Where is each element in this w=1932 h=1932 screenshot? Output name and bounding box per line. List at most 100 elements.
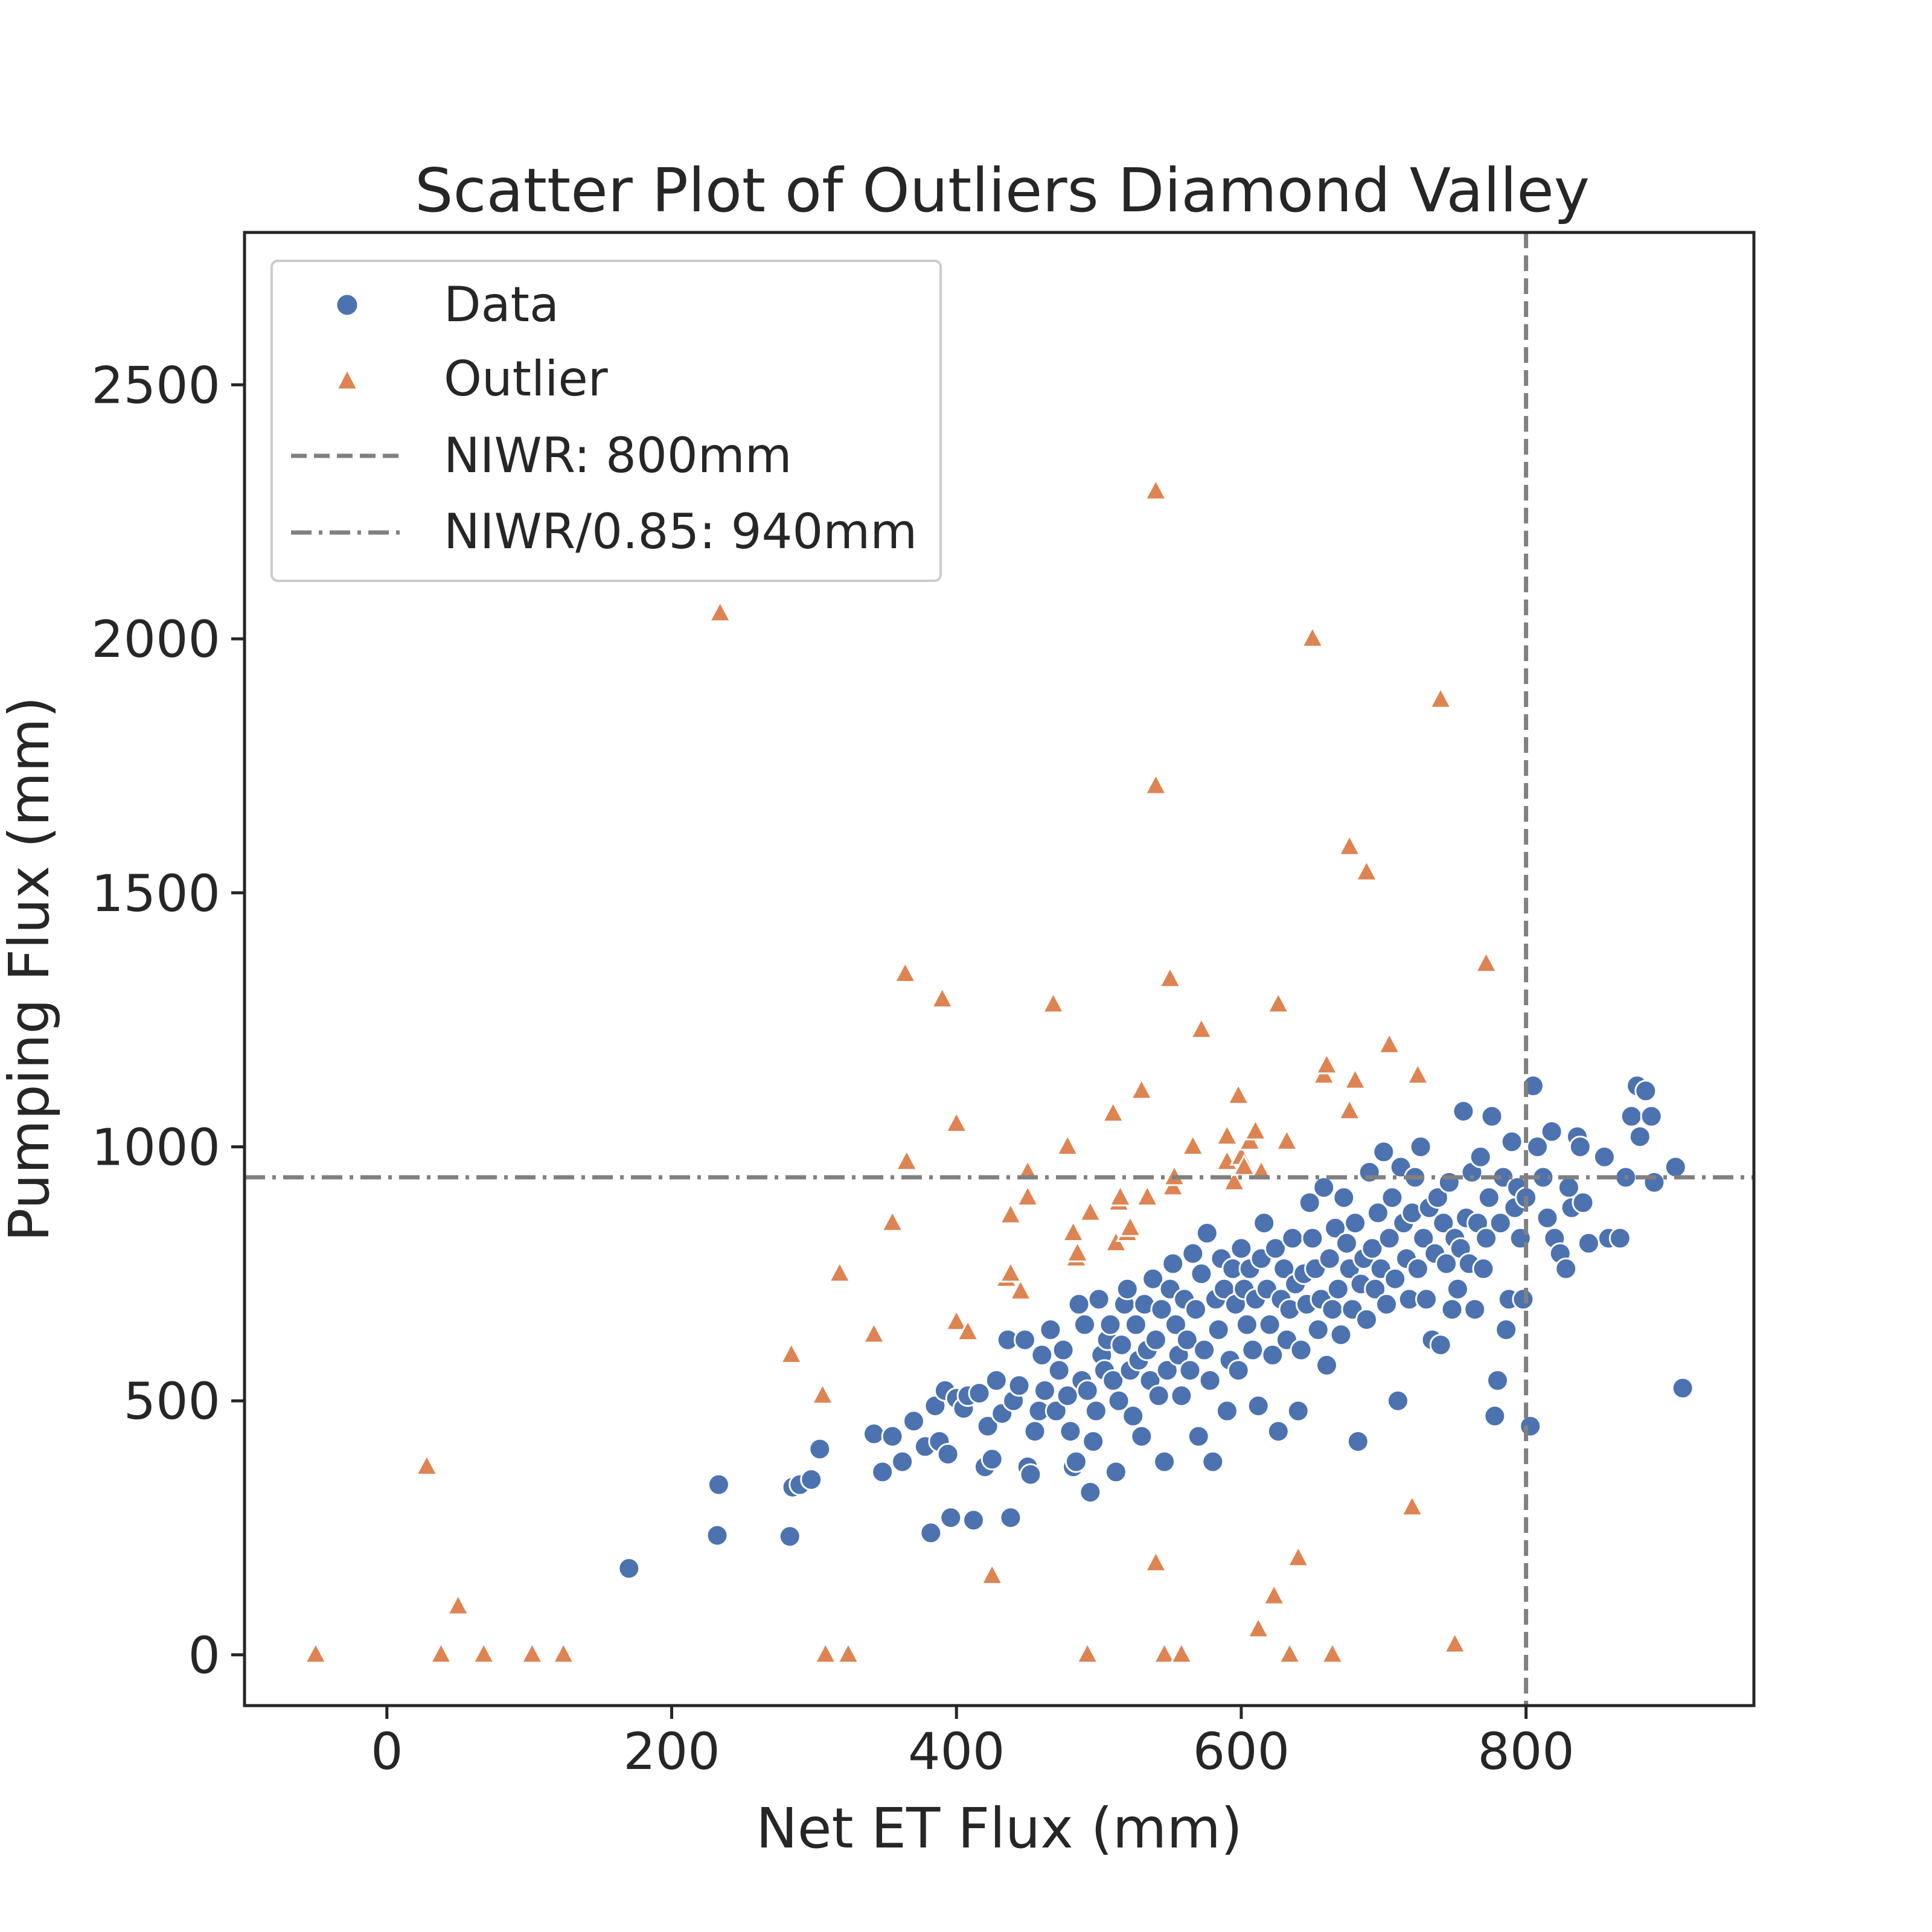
outlier-point-55 (1222, 1169, 1246, 1191)
outlier-point-43 (1144, 772, 1168, 795)
legend-data-marker (335, 293, 359, 317)
data-point-158 (1378, 1227, 1401, 1250)
data-point-184 (1452, 1100, 1475, 1123)
data-point-88 (1179, 1359, 1201, 1382)
data-point-135 (1313, 1176, 1335, 1199)
data-point-41 (1039, 1318, 1062, 1341)
data-point-130 (1298, 1191, 1321, 1214)
outlier-point-17 (930, 986, 955, 1008)
data-point-228 (1634, 1080, 1657, 1102)
data-point-199 (1495, 1318, 1518, 1341)
legend-box (270, 260, 942, 582)
data-point-1 (706, 1524, 729, 1547)
x-tick-label-800: 800 (1477, 1722, 1574, 1781)
data-point-231 (1664, 1156, 1687, 1179)
data-point-188 (1463, 1298, 1486, 1321)
data-point-232 (1671, 1377, 1694, 1399)
data-point-77 (1147, 1384, 1170, 1407)
data-point-156 (1372, 1140, 1395, 1163)
outlier-point-60 (1244, 1118, 1267, 1140)
outlier-point-28 (1041, 991, 1066, 1014)
data-point-96 (1201, 1450, 1224, 1473)
outlier-point-78 (1406, 1062, 1430, 1085)
data-point-82 (1162, 1252, 1185, 1275)
data-point-61 (1102, 1369, 1125, 1392)
data-point-46 (1059, 1420, 1082, 1443)
outlier-point-41 (1130, 1077, 1154, 1100)
data-point-133 (1307, 1318, 1329, 1341)
outlier-point-75 (1355, 859, 1378, 881)
legend: Data Outlier NIWR: 800mm NIWR/0.85: 940m… (270, 260, 942, 582)
data-point-195 (1483, 1404, 1506, 1427)
y-tick-label-0: 0 (188, 1626, 220, 1685)
data-point-91 (1187, 1425, 1210, 1448)
data-point-143 (1335, 1232, 1358, 1255)
data-point-26 (976, 1415, 999, 1438)
outlier-point-40 (1118, 1214, 1142, 1237)
data-point-191 (1472, 1257, 1495, 1280)
outlier-point-72 (1337, 1098, 1361, 1121)
outlier-point-12 (836, 1641, 860, 1664)
outlier-point-52 (1189, 1016, 1214, 1039)
data-point-19 (939, 1506, 962, 1529)
outlier-point-13 (862, 1321, 886, 1344)
data-point-39 (1031, 1343, 1054, 1366)
outlier-point-46 (1153, 1641, 1177, 1664)
y-tick-label-1000: 1000 (91, 1118, 220, 1177)
data-point-112 (1247, 1395, 1270, 1418)
data-point-190 (1469, 1145, 1492, 1168)
outlier-point-33 (1075, 1641, 1099, 1664)
outlier-point-71 (1320, 1641, 1345, 1664)
data-point-68 (1122, 1404, 1145, 1427)
legend-data-label: Data (444, 277, 559, 333)
data-point-219 (1572, 1191, 1595, 1214)
chart-title: Scatter Plot of Outliers Diamond Valley (415, 155, 1590, 226)
data-point-193 (1477, 1186, 1500, 1209)
x-axis-ticks: 0 200 400 600 800 (371, 1706, 1575, 1781)
data-point-37 (1023, 1420, 1046, 1443)
outlier-point-32 (1066, 1240, 1090, 1262)
outlier-point-25 (1008, 1278, 1032, 1300)
data-point-76 (1144, 1328, 1167, 1351)
data-point-153 (1364, 1278, 1387, 1300)
data-point-152 (1361, 1237, 1384, 1260)
outlier-point-15 (893, 961, 917, 983)
data-point-176 (1429, 1334, 1452, 1357)
data-point-66 (1116, 1278, 1139, 1300)
data-point-40 (1034, 1379, 1056, 1402)
data-point-116 (1258, 1313, 1281, 1336)
data-point-177 (1432, 1212, 1455, 1235)
data-point-2 (707, 1473, 730, 1496)
data-point-90 (1185, 1298, 1207, 1321)
data-point-201 (1500, 1130, 1523, 1153)
data-point-24 (968, 1382, 991, 1405)
data-point-223 (1608, 1227, 1631, 1250)
data-point-23 (962, 1509, 985, 1532)
data-point-64 (1110, 1334, 1133, 1357)
data-point-69 (1124, 1313, 1147, 1336)
x-tick-label-400: 400 (908, 1722, 1005, 1781)
legend-niwr-label: NIWR: 800mm (444, 427, 792, 484)
data-point-7 (808, 1438, 831, 1460)
data-point-229 (1640, 1105, 1663, 1128)
outlier-point-77 (1400, 1494, 1424, 1517)
y-tick-label-2000: 2000 (91, 610, 220, 669)
data-point-196 (1486, 1369, 1509, 1392)
data-point-6 (800, 1468, 823, 1491)
outlier-point-27 (1016, 1184, 1040, 1207)
outlier-point-7 (708, 600, 732, 622)
outlier-point-10 (813, 1641, 837, 1664)
data-point-80 (1156, 1359, 1179, 1382)
data-point-56 (1087, 1288, 1110, 1311)
data-point-110 (1241, 1339, 1264, 1361)
outlier-point-67 (1286, 1544, 1310, 1567)
data-point-94 (1195, 1222, 1218, 1244)
y-axis-label: Pumping Flux (mm) (0, 696, 62, 1241)
outlier-point-9 (811, 1382, 834, 1405)
outlier-point-0 (304, 1641, 328, 1664)
x-tick-label-0: 0 (371, 1722, 403, 1781)
data-point-157 (1375, 1293, 1398, 1316)
data-point-205 (1512, 1288, 1535, 1311)
data-point-192 (1475, 1227, 1498, 1250)
